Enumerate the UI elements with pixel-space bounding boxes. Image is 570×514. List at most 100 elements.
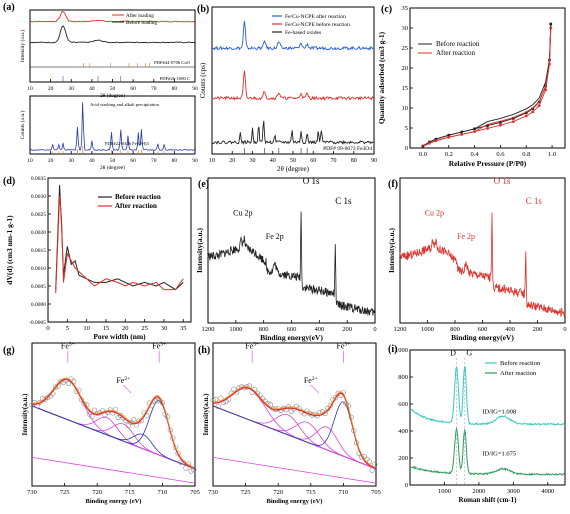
data-point — [131, 416, 137, 423]
data-point — [133, 422, 139, 428]
panel-label-b: (b) — [197, 4, 209, 15]
y-axis-label: Intensity(a.u.) — [202, 393, 210, 436]
y-axis-label: Counts (a.u.) — [19, 111, 26, 140]
panel-fe2p: Fe3+ Fe2+ Fe3+ 730 725 720 715 710 705 Binding en… — [21, 342, 200, 505]
x-tick-label: 30 — [69, 86, 75, 92]
baseline — [31, 457, 196, 484]
x-tick-label: 30 — [69, 158, 75, 164]
x-axis-label: Binding energy (eV) — [267, 498, 323, 505]
data-point — [45, 394, 51, 400]
y-tick-label: 0.0010 — [31, 266, 46, 272]
data-point — [65, 380, 72, 387]
panel-label-i: (i) — [388, 344, 397, 355]
annotation: PDF# 99-0073 Fe3O4 — [323, 146, 372, 152]
x-tick-label: 60 — [130, 86, 136, 92]
data-point — [447, 135, 451, 139]
y-tick-label: 35 — [402, 5, 409, 12]
x-tick-label: 10 — [209, 158, 215, 164]
data-point — [460, 133, 464, 136]
x-tick-label: 730 — [27, 489, 37, 496]
peak-label: Fe3+ — [152, 342, 166, 351]
annotation: Acid washing and alkali precipitation — [90, 102, 160, 107]
peak-label: Fe3+ — [61, 342, 75, 351]
data-point — [499, 121, 502, 124]
x-tick-label: 80 — [172, 86, 178, 92]
x-tick-label: 80 — [172, 158, 178, 164]
component-peak — [213, 387, 375, 469]
x-axis-label: 2θ (degree) — [277, 165, 310, 173]
peak-label: Cu 2p — [233, 209, 252, 218]
series-line — [207, 211, 376, 316]
x-axis-label: Roman shift (cm-1) — [459, 496, 518, 504]
data-point — [486, 124, 489, 127]
x-tick-label: 720 — [273, 489, 283, 496]
series-line — [399, 212, 566, 318]
data-point — [125, 423, 132, 429]
legend-label: After reaction — [436, 49, 476, 57]
x-tick-label: 5 — [66, 325, 69, 332]
x-tick-label: 0 — [563, 326, 566, 333]
x-tick-label: 720 — [92, 489, 102, 496]
data-point — [549, 26, 553, 30]
legend-label: Fe/Cu-NCPE before reaction — [285, 21, 350, 28]
legend-label: After loading — [126, 12, 154, 19]
data-point — [191, 467, 197, 473]
x-tick-label: 715 — [125, 489, 135, 496]
panel-label-d: (d) — [3, 176, 15, 187]
ratio-label: ID/IG=1.075 — [482, 450, 516, 457]
x-tick-label: 30 — [161, 325, 168, 332]
series-line — [422, 27, 552, 147]
x-tick-label: 800 — [259, 326, 269, 333]
series-line — [409, 365, 566, 426]
x-tick-label: 60 — [310, 158, 316, 164]
data-point — [183, 465, 189, 471]
series-line — [409, 427, 566, 476]
panel-a-bottom: Acid washing and alkali precipitation PDF… — [19, 95, 198, 171]
peak-label: D — [450, 348, 456, 357]
y-tick-label: 0.0000 — [31, 302, 46, 308]
x-tick-label: 50 — [110, 158, 116, 164]
plot-frame — [29, 9, 196, 83]
series-line — [29, 102, 196, 151]
x-tick-label: 600 — [287, 326, 297, 333]
x-tick-label: 10 — [83, 325, 90, 332]
x-tick-label: 705 — [190, 489, 200, 496]
data-point — [175, 450, 181, 456]
x-tick-label: 800 — [450, 326, 460, 333]
plot-frame — [409, 7, 566, 149]
peak-pointer — [310, 384, 320, 394]
data-point — [154, 398, 160, 404]
y-tick-label: 200 — [398, 455, 408, 462]
data-point — [524, 111, 528, 115]
panel-label: (h) — [198, 345, 210, 356]
y-axis-label: Quantity adsorbed (cm3 g-1) — [377, 31, 386, 124]
y-tick-label: 5 — [405, 125, 408, 132]
fit-envelope-2 — [31, 377, 194, 468]
series-line — [55, 195, 184, 294]
data-point — [112, 406, 119, 412]
x-tick-label: 90 — [192, 86, 198, 92]
legend-label: Fe-based oxides — [285, 30, 321, 36]
series-line — [422, 23, 552, 147]
data-point — [548, 62, 551, 66]
x-axis-label: Binding energy(eV) — [260, 333, 323, 342]
data-point — [460, 130, 463, 134]
x-axis-label: Binding energy (eV) — [86, 498, 142, 505]
data-point — [511, 120, 515, 123]
x-axis-label: Binding energy(eV) — [451, 333, 514, 342]
x-tick-label: 1200 — [394, 326, 407, 333]
peak-label: Cu 2p — [425, 209, 444, 218]
x-tick-label: 90 — [371, 158, 377, 164]
data-point — [537, 104, 541, 107]
legend-label: After reaction — [500, 370, 537, 377]
plot-frame — [31, 342, 196, 487]
y-axis-label: Intensity(a.u.) — [195, 228, 204, 274]
x-tick-label: 25 — [141, 325, 148, 332]
series-line-1 — [29, 25, 195, 44]
peak-label: C 1s — [335, 196, 352, 206]
y-tick-label: 0 — [405, 145, 408, 152]
data-point — [531, 110, 535, 114]
legend-label: Before reaction — [436, 40, 480, 48]
